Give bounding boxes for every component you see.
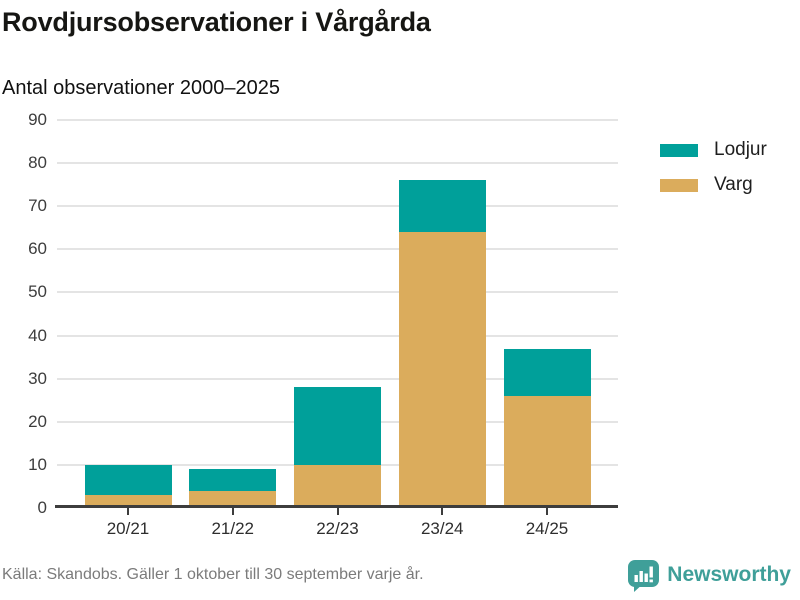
x-axis-line [55, 505, 618, 508]
y-axis-tick-label: 20 [28, 411, 47, 431]
x-axis-tick-label: 22/23 [316, 519, 359, 538]
bar-segment-lodjur [398, 180, 486, 233]
x-axis-tick [231, 508, 234, 515]
bar-segment-varg [398, 232, 486, 508]
bar-segment-varg [294, 464, 381, 508]
gridline [57, 248, 618, 251]
x-axis-tick-label: 24/25 [525, 519, 569, 538]
legend-label-lodjur: Lodjur [714, 139, 767, 160]
gridline [57, 205, 618, 208]
chart-footer: Källa: Skandobs. Gäller 1 oktober till 3… [0, 558, 800, 600]
chart-title: Rovdjursobservationer i Vårgårda [2, 7, 431, 37]
legend-swatch-varg [660, 178, 698, 192]
y-axis-tick-label: 70 [28, 196, 47, 216]
legend-item-varg: Varg [660, 174, 767, 196]
bar-segment-lodjur [189, 469, 277, 491]
gridline [57, 334, 618, 337]
bar-segment-lodjur [503, 348, 591, 396]
x-axis-tick-label: 23/24 [420, 519, 464, 538]
y-axis-tick-label: 80 [28, 153, 47, 173]
newsworthy-logo: Newsworthy [627, 559, 791, 592]
x-axis-tick [546, 508, 548, 515]
x-axis-tick-label: 20/21 [106, 519, 150, 538]
x-axis-tick-label: 21/22 [211, 519, 255, 538]
y-axis-tick-label: 40 [28, 325, 47, 345]
gridline [57, 119, 618, 121]
y-axis-tick-label: 90 [28, 110, 47, 129]
y-axis-tick-label: 10 [28, 454, 47, 474]
legend-label-varg: Varg [714, 174, 753, 195]
legend-item-lodjur: Lodjur [660, 139, 767, 161]
bar-segment-lodjur [294, 387, 381, 465]
y-axis-tick-label: 0 [37, 498, 47, 517]
y-axis-tick-label: 50 [28, 282, 47, 302]
gridline [57, 377, 618, 380]
bar-segment-lodjur [84, 464, 172, 496]
newsworthy-wordmark: Newsworthy [667, 563, 791, 586]
x-axis-tick [441, 508, 444, 515]
x-axis-tick [336, 508, 339, 515]
x-axis-tick [127, 508, 129, 515]
chart-legend: Lodjur Varg [660, 139, 767, 196]
gridline [57, 291, 618, 294]
bar-segment-varg [84, 495, 172, 508]
bar-segment-varg [503, 395, 591, 508]
newsworthy-icon [627, 559, 660, 592]
y-axis-tick-label: 60 [28, 239, 47, 259]
source-note: Källa: Skandobs. Gäller 1 oktober till 3… [2, 566, 424, 583]
y-axis-tick-label: 30 [28, 368, 47, 388]
plot-area: 0 10 20 30 40 50 60 70 80 90 20/21 21/22 22/23 23/24 2… [28, 110, 618, 538]
bar-segment-varg [189, 490, 277, 508]
gridline [57, 162, 618, 165]
legend-swatch-lodjur [660, 143, 698, 157]
chart-subtitle: Antal observationer 2000–2025 [2, 77, 280, 99]
